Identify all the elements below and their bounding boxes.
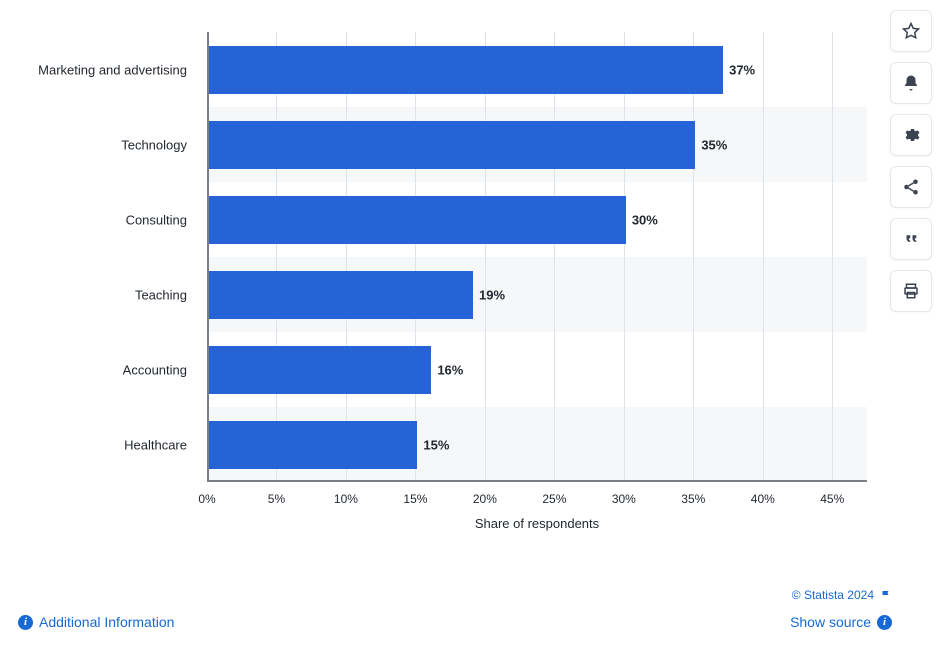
bar-row: 19% (207, 271, 867, 319)
y-axis-line (207, 32, 209, 482)
show-source-text: Show source (790, 614, 871, 630)
x-tick-label: 35% (681, 492, 705, 506)
bar[interactable] (209, 271, 473, 319)
tool-rail (890, 10, 932, 312)
gridline (624, 32, 625, 482)
category-label: Accounting (12, 362, 197, 377)
bar-value-label: 16% (437, 362, 463, 377)
bar-value-label: 37% (729, 62, 755, 77)
bell-icon (902, 74, 920, 92)
category-label: Teaching (12, 287, 197, 302)
footer: © Statista 2024 Show source i i Addition… (12, 588, 912, 640)
x-tick-label: 45% (820, 492, 844, 506)
bar[interactable] (209, 421, 417, 469)
bar-value-label: 35% (701, 137, 727, 152)
show-source-link[interactable]: Show source i (790, 614, 892, 630)
bar-row: 30% (207, 196, 867, 244)
bar-value-label: 30% (632, 212, 658, 227)
bar-value-label: 19% (479, 287, 505, 302)
plot-background (207, 32, 867, 482)
bar-row: 15% (207, 421, 867, 469)
star-icon (902, 22, 920, 40)
bar-value-label: 15% (423, 437, 449, 452)
gridline (346, 32, 347, 482)
additional-info-text: Additional Information (39, 614, 174, 630)
category-label: Technology (12, 137, 197, 152)
x-tick-label: 15% (403, 492, 427, 506)
star-button[interactable] (890, 10, 932, 52)
bar[interactable] (209, 346, 431, 394)
quote-button[interactable] (890, 218, 932, 260)
gridline (415, 32, 416, 482)
gridline (832, 32, 833, 482)
gridline (693, 32, 694, 482)
gridline (763, 32, 764, 482)
x-tick-label: 20% (473, 492, 497, 506)
gridline (485, 32, 486, 482)
category-label: Consulting (12, 212, 197, 227)
bar-row: 16% (207, 346, 867, 394)
additional-info-link[interactable]: i Additional Information (18, 614, 174, 630)
x-tick-label: 10% (334, 492, 358, 506)
gear-button[interactable] (890, 114, 932, 156)
copyright-link[interactable]: © Statista 2024 (792, 588, 892, 602)
gridline (554, 32, 555, 482)
flag-icon (880, 589, 892, 601)
bar[interactable] (209, 196, 626, 244)
gear-icon (902, 126, 920, 144)
x-tick-label: 0% (198, 492, 215, 506)
bar-row: 37% (207, 46, 867, 94)
x-axis-line (207, 480, 867, 482)
info-icon: i (18, 615, 33, 630)
info-icon: i (877, 615, 892, 630)
print-icon (902, 282, 920, 300)
category-label: Healthcare (12, 437, 197, 452)
x-tick-label: 30% (612, 492, 636, 506)
share-button[interactable] (890, 166, 932, 208)
bar-row: 35% (207, 121, 867, 169)
print-button[interactable] (890, 270, 932, 312)
bell-button[interactable] (890, 62, 932, 104)
bar[interactable] (209, 121, 695, 169)
chart-container: 37% 35% 30% 19% 16% 15% Marketing and adverti… (12, 12, 872, 572)
gridline (276, 32, 277, 482)
x-tick-label: 40% (751, 492, 775, 506)
plot-area: 37% 35% 30% 19% 16% 15% (207, 32, 867, 482)
x-tick-label: 25% (542, 492, 566, 506)
share-icon (902, 178, 920, 196)
copyright-text: © Statista 2024 (792, 588, 874, 602)
x-tick-label: 5% (268, 492, 285, 506)
quote-icon (902, 230, 920, 248)
category-label: Marketing and advertising (12, 62, 197, 77)
x-axis-title: Share of respondents (475, 516, 599, 531)
bar[interactable] (209, 46, 723, 94)
